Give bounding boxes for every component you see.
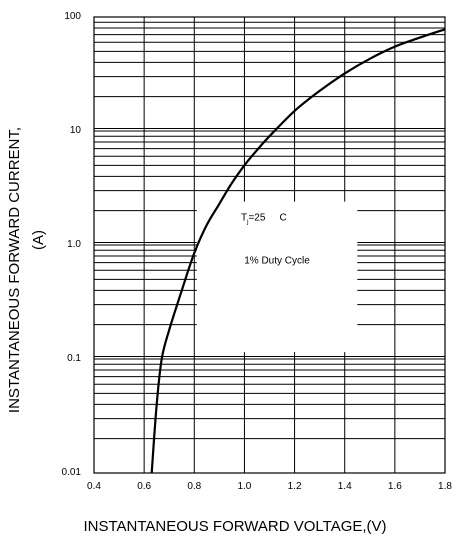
- annotation-temp-subscript: j: [246, 220, 248, 226]
- y-axis-title-line1: INSTANTANEOUS FORWARD CURRENT,: [6, 127, 23, 413]
- annotation-temperature: Tj=25 C: [241, 213, 287, 226]
- x-tick-label: 0.4: [87, 481, 101, 492]
- x-axis-title: INSTANTANEOUS FORWARD VOLTAGE,(V): [83, 518, 386, 535]
- y-tick-label: 100: [64, 11, 81, 22]
- x-tick-label: 1.2: [288, 481, 302, 492]
- plot-frame: [93, 16, 446, 474]
- series-line: [150, 28, 446, 474]
- x-tick-label: 0.8: [187, 481, 201, 492]
- annotation-temp-unit: C: [279, 213, 286, 224]
- annotation-duty-cycle: 1% Duty Cycle: [244, 256, 310, 267]
- y-tick-label: 10: [70, 125, 82, 136]
- x-tick-label: 1.0: [237, 481, 251, 492]
- x-tick-label: 0.6: [137, 481, 151, 492]
- annotation-temp-symbol: T: [241, 213, 247, 224]
- tick-labels: 0.4 0.6 0.8 1.0 1.2 1.4 1.6 1.8 0.01 0.1 1.0 10 100: [62, 11, 453, 492]
- y-axis-title-line2: (A): [30, 230, 47, 250]
- x-tick-label: 1.6: [388, 481, 402, 492]
- x-tick-label: 1.8: [438, 481, 452, 492]
- y-tick-label: 1.0: [67, 239, 81, 250]
- annotation-box: [196, 201, 358, 353]
- annotation-temp-value: =25: [248, 213, 265, 224]
- y-tick-label: 0.01: [62, 467, 82, 478]
- y-tick-label: 0.1: [67, 353, 81, 364]
- x-tick-label: 1.4: [338, 481, 352, 492]
